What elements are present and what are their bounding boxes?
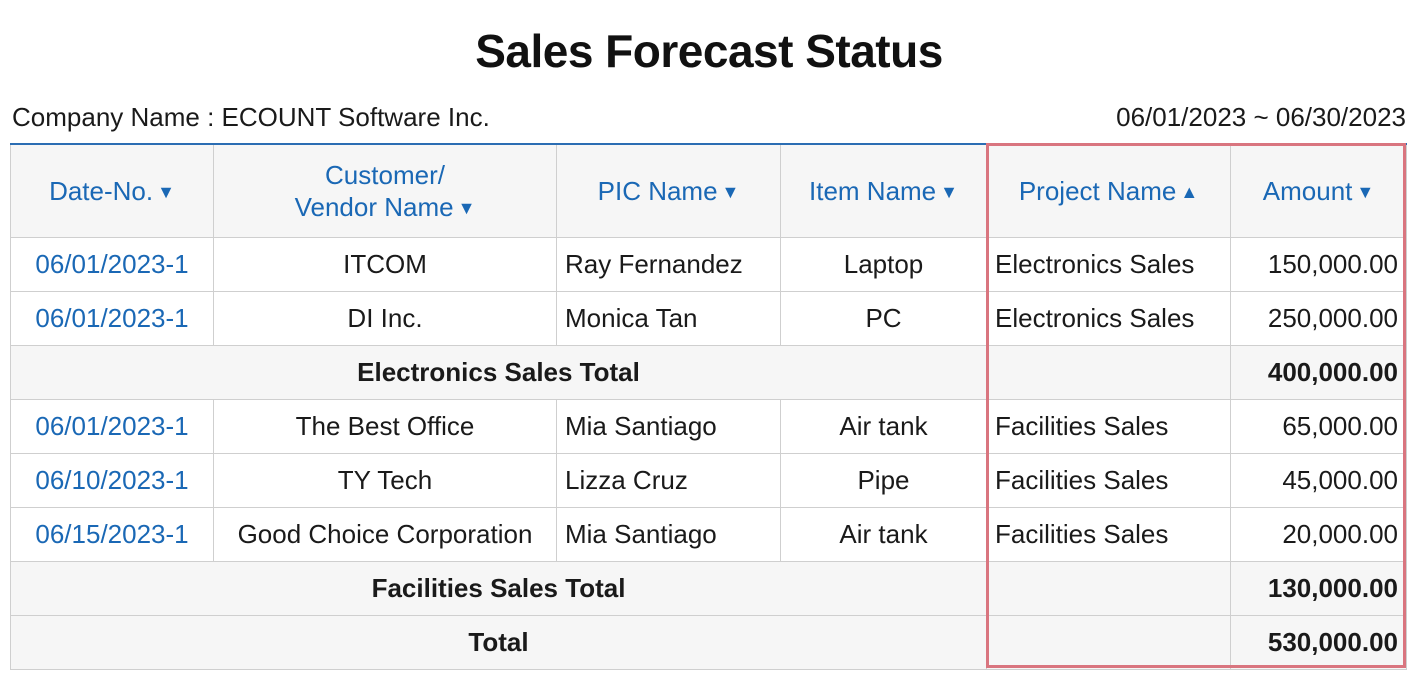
grand-total-project-cell	[986, 615, 1231, 670]
sort-desc-icon[interactable]: ▼	[721, 181, 740, 202]
pic-cell: Mia Santiago	[556, 507, 781, 562]
sales-forecast-table: Date-No. ▼ Customer/ Vendor Name ▼ PIC Nam…	[10, 143, 1407, 670]
amount-cell: 45,000.00	[1230, 453, 1407, 508]
subtotal-label: Facilities Sales Total	[10, 561, 987, 616]
date-no-link[interactable]: 06/15/2023-1	[10, 507, 214, 562]
subtotal-row: Facilities Sales Total 130,000.00	[10, 561, 1407, 616]
project-cell: Facilities Sales	[986, 453, 1231, 508]
column-header-label: Date-No.	[49, 175, 154, 206]
column-header-project-name[interactable]: Project Name ▲	[986, 143, 1231, 238]
amount-cell: 250,000.00	[1230, 291, 1407, 346]
project-cell: Electronics Sales	[986, 291, 1231, 346]
column-header-pic-name[interactable]: PIC Name ▼	[556, 143, 781, 238]
table-row: 06/01/2023-1 The Best Office Mia Santiag…	[10, 399, 1407, 454]
pic-cell: Ray Fernandez	[556, 237, 781, 292]
project-cell: Electronics Sales	[986, 237, 1231, 292]
sort-desc-icon[interactable]: ▼	[457, 197, 476, 218]
column-header-label: Customer/	[325, 159, 445, 190]
column-header-label-line2: Vendor Name	[294, 191, 454, 222]
amount-cell: 150,000.00	[1230, 237, 1407, 292]
item-cell: Pipe	[780, 453, 987, 508]
subtotal-project-cell	[986, 345, 1231, 400]
item-cell: Laptop	[780, 237, 987, 292]
date-no-link[interactable]: 06/01/2023-1	[10, 237, 214, 292]
date-no-link[interactable]: 06/10/2023-1	[10, 453, 214, 508]
grand-total-amount: 530,000.00	[1230, 615, 1407, 670]
table-row: 06/01/2023-1 ITCOM Ray Fernandez Laptop …	[10, 237, 1407, 292]
company-name: Company Name : ECOUNT Software Inc.	[12, 102, 490, 132]
table-row: 06/15/2023-1 Good Choice Corporation Mia…	[10, 507, 1407, 562]
subtotal-row: Electronics Sales Total 400,000.00	[10, 345, 1407, 400]
subtotal-amount: 130,000.00	[1230, 561, 1407, 616]
grand-total-label: Total	[10, 615, 987, 670]
column-header-amount[interactable]: Amount ▼	[1230, 143, 1407, 238]
sort-desc-icon[interactable]: ▼	[1356, 181, 1375, 202]
subtotal-label: Electronics Sales Total	[10, 345, 987, 400]
header-row: Date-No. ▼ Customer/ Vendor Name ▼ PIC Nam…	[10, 143, 1407, 238]
column-header-label: Amount	[1262, 175, 1353, 206]
customer-cell: DI Inc.	[213, 291, 557, 346]
pic-cell: Monica Tan	[556, 291, 781, 346]
customer-cell: TY Tech	[213, 453, 557, 508]
item-cell: Air tank	[780, 507, 987, 562]
date-no-link[interactable]: 06/01/2023-1	[10, 399, 214, 454]
column-header-date-no[interactable]: Date-No. ▼	[10, 143, 214, 238]
item-cell: Air tank	[780, 399, 987, 454]
customer-cell: ITCOM	[213, 237, 557, 292]
pic-cell: Lizza Cruz	[556, 453, 781, 508]
sort-asc-icon[interactable]: ▲	[1180, 181, 1199, 202]
project-cell: Facilities Sales	[986, 399, 1231, 454]
pic-cell: Mia Santiago	[556, 399, 781, 454]
date-no-link[interactable]: 06/01/2023-1	[10, 291, 214, 346]
column-header-label: Item Name	[809, 175, 937, 206]
project-cell: Facilities Sales	[986, 507, 1231, 562]
amount-cell: 65,000.00	[1230, 399, 1407, 454]
column-header-label: Project Name	[1018, 175, 1177, 206]
customer-cell: Good Choice Corporation	[213, 507, 557, 562]
sort-desc-icon[interactable]: ▼	[940, 181, 958, 202]
column-header-label: PIC Name	[597, 175, 718, 206]
date-range: 06/01/2023 ~ 06/30/2023	[1116, 102, 1406, 132]
table-row: 06/10/2023-1 TY Tech Lizza Cruz Pipe Fac…	[10, 453, 1407, 508]
subtotal-amount: 400,000.00	[1230, 345, 1407, 400]
subtotal-project-cell	[986, 561, 1231, 616]
report-title: Sales Forecast Status	[475, 25, 943, 77]
table-row: 06/01/2023-1 DI Inc. Monica Tan PC Elect…	[10, 291, 1407, 346]
amount-cell: 20,000.00	[1230, 507, 1407, 562]
column-header-customer-vendor[interactable]: Customer/ Vendor Name ▼	[213, 143, 557, 238]
sort-desc-icon[interactable]: ▼	[157, 181, 175, 202]
item-cell: PC	[780, 291, 987, 346]
customer-cell: The Best Office	[213, 399, 557, 454]
grand-total-row: Total 530,000.00	[10, 615, 1407, 670]
column-header-item-name[interactable]: Item Name ▼	[780, 143, 987, 238]
